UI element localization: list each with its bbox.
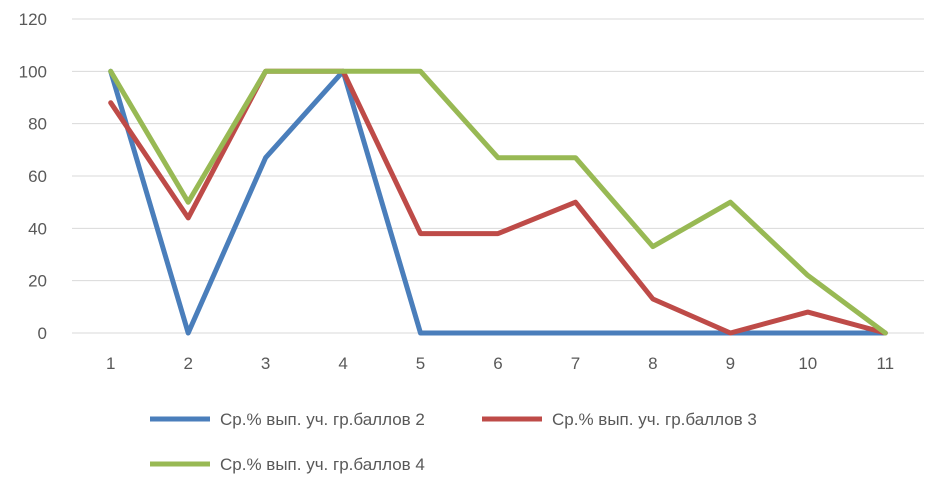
y-tick-label: 40 xyxy=(28,219,47,238)
legend-item-2: Ср.% вып. уч. гр.баллов 3 xyxy=(482,410,757,429)
y-tick-label: 120 xyxy=(19,10,47,29)
y-tick-label: 60 xyxy=(28,167,47,186)
legend-label: Ср.% вып. уч. гр.баллов 3 xyxy=(552,410,757,429)
x-tick-label: 5 xyxy=(416,354,425,373)
legend-label: Ср.% вып. уч. гр.баллов 4 xyxy=(220,455,425,474)
x-tick-label: 7 xyxy=(571,354,580,373)
x-tick-label: 8 xyxy=(648,354,657,373)
x-tick-label: 9 xyxy=(726,354,735,373)
y-tick-label: 100 xyxy=(19,62,47,81)
x-axis: 1 2 3 4 5 6 7 8 9 10 11 xyxy=(106,354,894,373)
legend: Ср.% вып. уч. гр.баллов 2 Ср.% вып. уч. г… xyxy=(150,410,757,474)
x-tick-label: 6 xyxy=(493,354,502,373)
x-tick-label: 1 xyxy=(106,354,115,373)
x-tick-label: 2 xyxy=(183,354,192,373)
x-tick-label: 3 xyxy=(261,354,270,373)
y-axis: 0 20 40 60 80 100 120 xyxy=(19,10,47,343)
x-tick-label: 4 xyxy=(338,354,347,373)
gridlines xyxy=(72,18,924,334)
y-tick-label: 20 xyxy=(28,272,47,291)
x-tick-label: 10 xyxy=(798,354,817,373)
series-line-1 xyxy=(108,68,888,336)
series-line-2 xyxy=(108,68,888,336)
y-tick-label: 80 xyxy=(28,115,47,134)
series-line-3 xyxy=(108,68,888,336)
legend-label: Ср.% вып. уч. гр.баллов 2 xyxy=(220,410,425,429)
legend-item-1: Ср.% вып. уч. гр.баллов 2 xyxy=(150,410,425,429)
x-tick-label: 11 xyxy=(876,354,894,373)
legend-item-3: Ср.% вып. уч. гр.баллов 4 xyxy=(150,455,425,474)
y-tick-label: 0 xyxy=(38,324,47,343)
series-lines xyxy=(108,68,888,336)
